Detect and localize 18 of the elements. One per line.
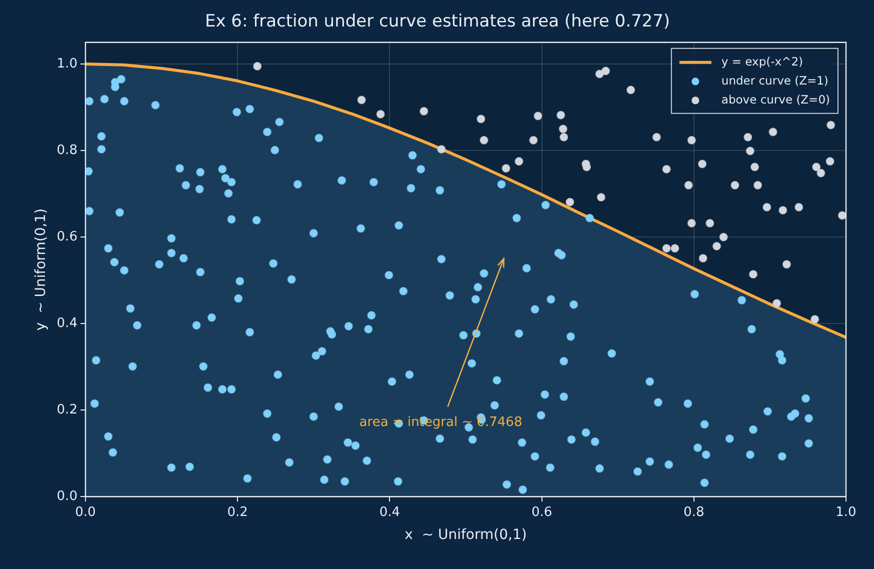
y-tick-label: 0.2	[56, 402, 78, 418]
x-tick-label: 0.4	[379, 504, 400, 520]
x-tick-label: 0.8	[684, 504, 704, 520]
y-tick-label: 0.4	[56, 316, 78, 331]
legend-label: above curve (Z=0)	[721, 92, 830, 106]
y-tick-label: 0.0	[56, 488, 78, 504]
y-tick-label: 0.6	[56, 229, 78, 244]
y-axis-title: y ~ Uniform(0,1)	[33, 208, 50, 331]
x-tick-label: 0.2	[227, 504, 248, 520]
legend-label: under curve (Z=1)	[721, 73, 828, 88]
chart-title: Ex 6: fraction under curve estimates area (here 0.727)	[204, 12, 670, 32]
y-tick-label: 1.0	[56, 56, 78, 72]
x-tick-label: 1.0	[836, 504, 856, 520]
y-tick-label: 0.8	[56, 142, 78, 158]
x-axis-title: x ~ Uniform(0,1)	[404, 527, 527, 544]
x-tick-label: 0.6	[531, 504, 552, 520]
x-tick-label: 0.0	[75, 504, 96, 520]
legend-label: y = exp(-x^2)	[721, 54, 804, 68]
